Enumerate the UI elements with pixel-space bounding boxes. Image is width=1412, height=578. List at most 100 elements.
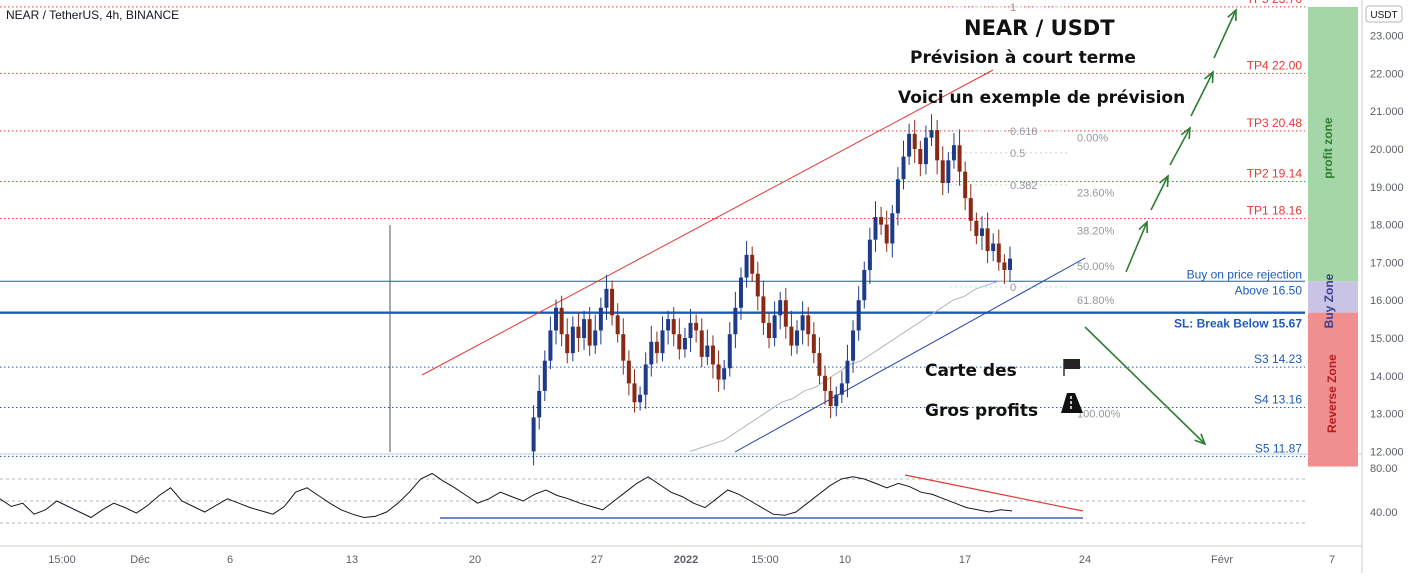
arrow-tp1 [1125, 221, 1148, 273]
candle-body [823, 375, 828, 391]
candle-body [817, 353, 822, 376]
arrow-tp1-head [1138, 220, 1149, 234]
arrow-tp5 [1213, 9, 1237, 59]
candle-body [632, 383, 637, 403]
candle-body [688, 322, 693, 338]
level-label-TP4: TP4 22.00 [1247, 58, 1303, 72]
fib-label: 0.382 [1010, 180, 1038, 192]
fib-label: 0.618 [1010, 126, 1038, 138]
candle-body [638, 394, 643, 403]
buy-note: Buy on price rejection [1187, 267, 1302, 281]
price-tick-21: 21.000 [1370, 106, 1404, 118]
arrow-tp4-head [1203, 70, 1214, 84]
candle-body [851, 330, 856, 361]
candle-body [946, 160, 951, 184]
channel-bottom-line [734, 257, 1086, 453]
arrow-reverse [1084, 326, 1206, 445]
price-tick-18: 18.000 [1370, 220, 1404, 232]
candle-body [722, 368, 727, 380]
candle-body [968, 198, 973, 221]
candle-body [867, 239, 872, 270]
price-tick-15: 15.000 [1370, 333, 1404, 345]
candle-body [778, 300, 783, 316]
candle-body [811, 334, 816, 354]
price-tick-14: 14.000 [1370, 371, 1404, 383]
candle-body [705, 345, 710, 357]
symbol-header[interactable]: NEAR / TetherUS, 4h, BINANCE [6, 8, 180, 22]
time-tick: 17 [959, 554, 971, 566]
rsi-tick-40: 40.00 [1370, 507, 1398, 519]
candle-body [587, 319, 592, 346]
candle-body [755, 273, 760, 297]
candle-body [660, 330, 665, 354]
candle-body [610, 288, 615, 316]
candle-body [862, 269, 867, 301]
fib-pct-label: 23.60% [1077, 187, 1115, 199]
candle-body [682, 338, 687, 350]
level-label-TP2: TP2 19.14 [1247, 167, 1303, 181]
level-label-TP1: TP1 18.16 [1247, 204, 1303, 218]
currency-badge-text: USDT [1370, 10, 1397, 21]
fib-pct-label: 0.00% [1077, 133, 1108, 145]
candle-body [901, 156, 906, 180]
reverse-zone [1308, 312, 1358, 467]
candle-body [761, 296, 766, 323]
candle-body [923, 137, 928, 165]
price-tick-20: 20.000 [1370, 144, 1404, 156]
fib-label: 0.5 [1010, 148, 1025, 160]
candle-body [671, 319, 676, 335]
fib-label: 1 [1010, 2, 1016, 14]
time-tick: Févr [1211, 554, 1233, 566]
candle-body [800, 315, 805, 331]
rsi-resistance-line [904, 474, 1084, 512]
time-tick: 13 [346, 554, 358, 566]
fib-pct-label: 38.20% [1077, 225, 1115, 237]
candle-body [963, 171, 968, 199]
candle-body [716, 364, 721, 380]
arrow-tp3-head [1180, 126, 1191, 140]
time-tick: Déc [130, 554, 150, 566]
candle-body [733, 307, 738, 335]
candle-body [750, 254, 755, 274]
candle-body [907, 133, 912, 157]
profit-zone [1308, 6, 1358, 282]
candle-body [537, 390, 542, 418]
candle-body [604, 288, 609, 308]
arrow-tp5-head [1227, 8, 1237, 22]
candle-body [654, 341, 659, 354]
arrow-reverse-head [1194, 433, 1207, 446]
example-note: Voici un exemple de prévision [898, 88, 1186, 108]
candle-body [767, 322, 771, 338]
candle-body [890, 213, 895, 244]
fib-pct-label: 100.00% [1077, 409, 1121, 421]
candle-body [582, 319, 587, 338]
candle-body [856, 300, 861, 331]
price-tick-13: 13.000 [1370, 409, 1404, 421]
level-label-TP5: TP5 23.76 [1247, 0, 1303, 6]
candle-body [565, 334, 570, 354]
candle-body [845, 360, 850, 384]
candle-body [1002, 262, 1007, 270]
level-label-S3: S3 14.23 [1254, 352, 1302, 366]
candle-body [935, 130, 940, 161]
candle-body [873, 217, 878, 240]
candle-body [940, 160, 945, 184]
fib-label: 0 [1010, 282, 1016, 294]
candle-body [834, 394, 839, 407]
candle-body [666, 319, 671, 331]
candle-body [626, 360, 631, 384]
candle-body [621, 334, 626, 361]
buy-zone-label: Buy Zone [1322, 273, 1336, 328]
chart-subtitle: Prévision à court terme [910, 48, 1136, 68]
candle-body [727, 334, 732, 369]
level-label-S4: S4 13.16 [1254, 393, 1302, 407]
candle-body [744, 254, 749, 278]
moving-average-line [689, 280, 1010, 452]
time-tick: 20 [469, 554, 481, 566]
time-tick: 10 [839, 554, 851, 566]
candle-body [593, 330, 598, 346]
rsi-line [0, 472, 1013, 519]
candle-body [951, 145, 956, 161]
time-tick: 6 [227, 554, 233, 566]
